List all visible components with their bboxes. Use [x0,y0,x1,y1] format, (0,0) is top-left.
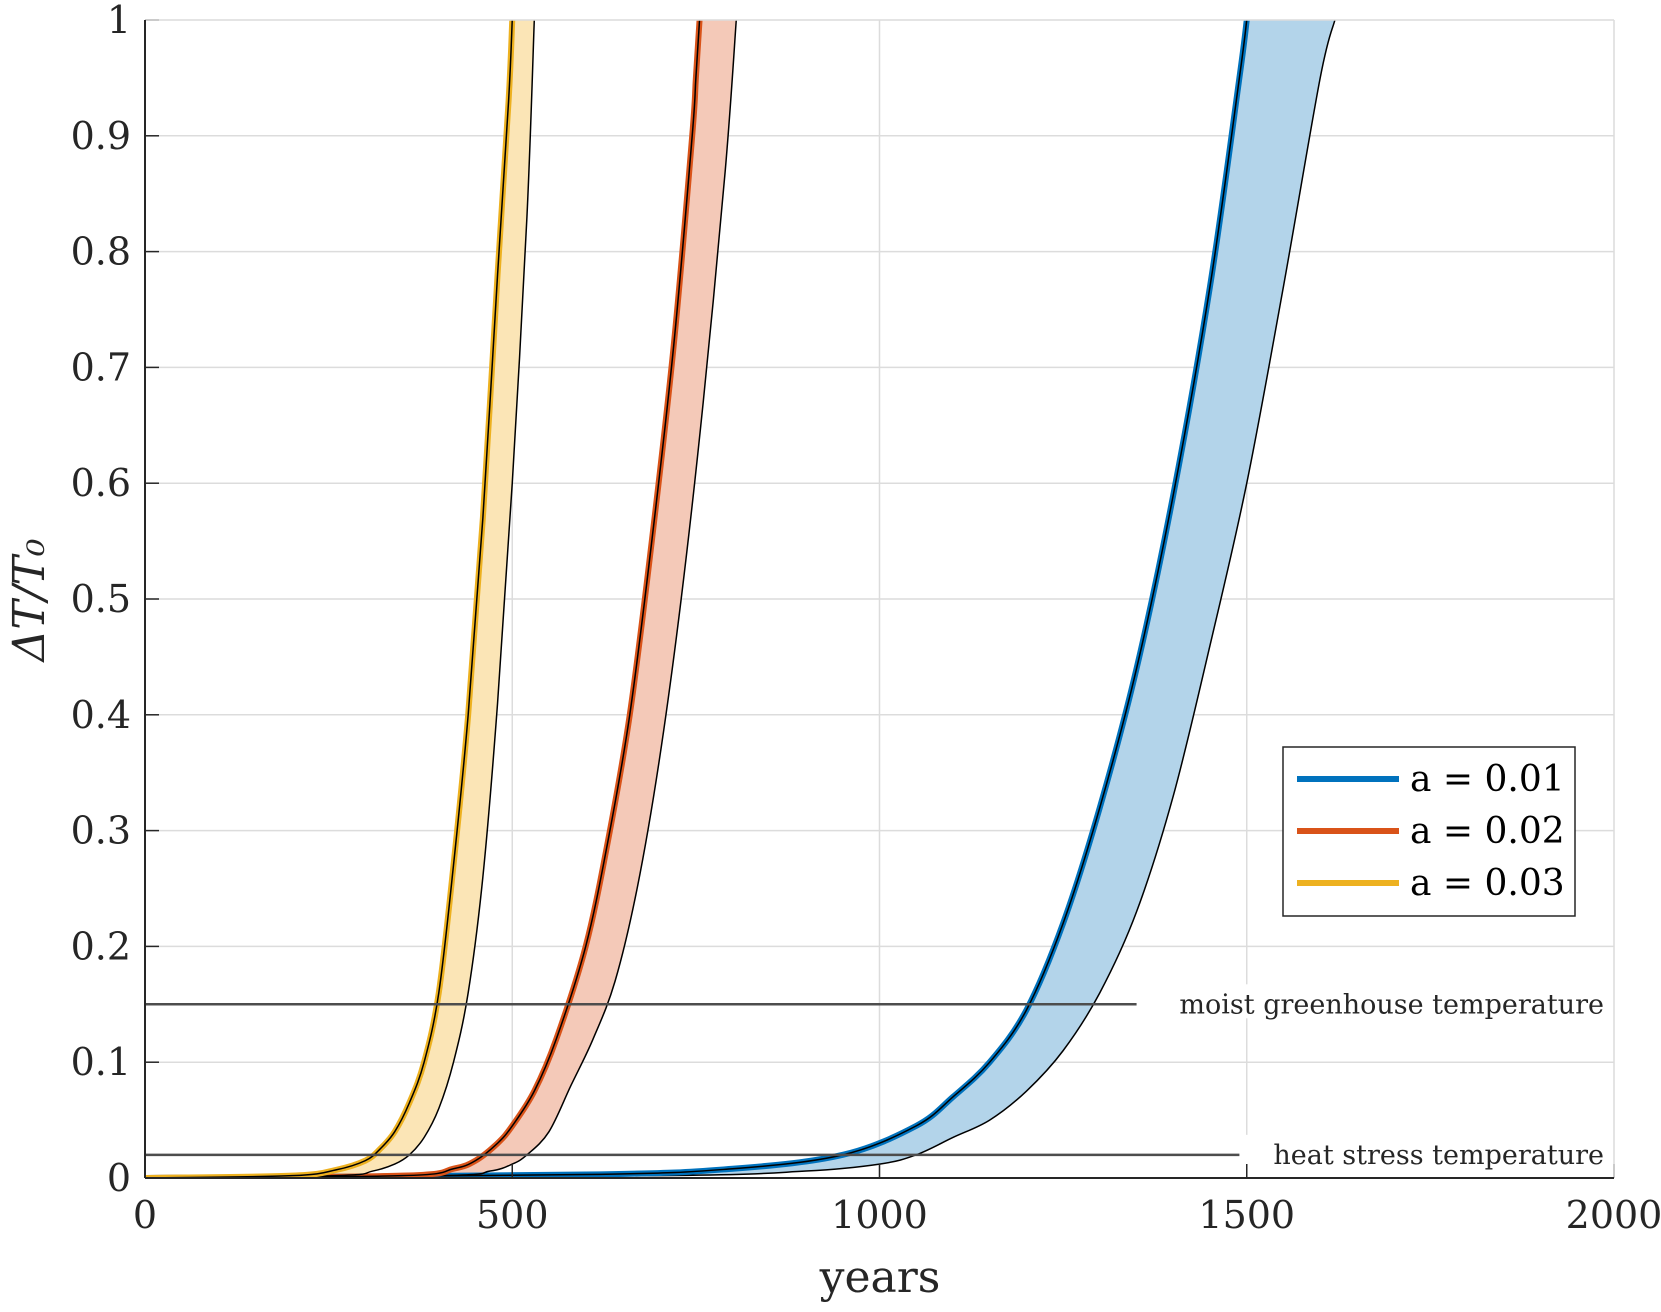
y-axis-label: ΔT/T₀ [4,538,55,663]
legend-label: a = 0.02 [1410,811,1565,852]
y-tick-label: 0 [107,1156,131,1200]
reference-lines: moist greenhouse temperature heat stress … [145,984,1606,1171]
reference-label-bg-2 [1245,1134,1606,1169]
y-tick-label: 0.2 [71,924,131,968]
y-tick-label: 0.8 [71,230,131,274]
y-tick-labels: 0 0.1 0.2 0.3 0.4 0.5 0.6 0.7 0.8 0.9 1 [71,0,131,1200]
axes [144,19,1615,1179]
series-lines [145,20,1336,1178]
reference-label-bg-1 [1142,984,1606,1019]
lower-bound-line-series-3 [145,20,513,1178]
lower-bound-line-series-2 [145,20,701,1178]
x-tick-label: 1500 [1198,1193,1295,1237]
x-tick-labels: 0 500 1000 1500 2000 [133,1193,1661,1237]
upper-bound-line-series-3 [145,20,536,1178]
x-tick-label: 1000 [831,1193,928,1237]
reference-label: heat stress temperature [1273,1140,1604,1171]
lower-bound-line-series-1 [145,20,1248,1178]
x-tick-label: 500 [476,1193,549,1237]
x-tick-label: 2000 [1566,1193,1661,1237]
legend-label: a = 0.01 [1410,759,1565,800]
x-tick-label: 0 [133,1193,157,1237]
y-tick-label: 0.7 [71,345,131,389]
y-tick-label: 0.5 [71,577,131,621]
reference-label: moist greenhouse temperature [1179,989,1604,1020]
y-tick-label: 1 [107,0,131,42]
legend: a = 0.01 a = 0.02 a = 0.03 [1282,746,1576,917]
legend-label: a = 0.03 [1410,863,1565,904]
upper-bound-line-series-2 [145,20,738,1178]
y-tick-label: 0.1 [71,1040,131,1084]
y-tick-label: 0.6 [71,461,131,505]
y-tick-label: 0.9 [71,114,131,158]
y-tick-label: 0.4 [71,693,131,737]
upper-bound-line-series-1 [145,20,1336,1178]
x-axis-label: years [819,1252,941,1303]
y-tick-label: 0.3 [71,809,131,853]
